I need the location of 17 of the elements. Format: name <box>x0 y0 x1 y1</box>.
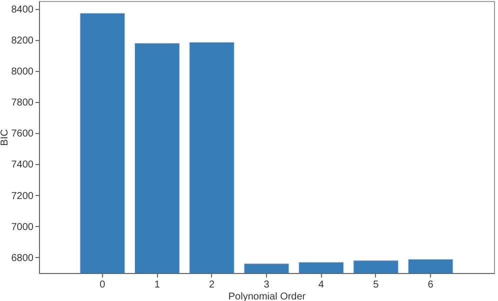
y-tick-label: 8200 <box>11 35 34 46</box>
x-tick-label: 6 <box>428 280 434 290</box>
y-tick-label: 8400 <box>11 4 34 16</box>
y-tick-label: 7400 <box>11 160 34 171</box>
y-tick-label: 7800 <box>11 98 34 109</box>
y-tick-label: 6800 <box>11 252 34 264</box>
x-tick-label: 0 <box>100 280 106 290</box>
y-axis-title: BIC <box>0 129 10 146</box>
y-tick-label: 7600 <box>11 128 34 140</box>
x-tick-label: 2 <box>209 280 216 290</box>
x-tick-label: 3 <box>264 280 270 290</box>
y-tick-label: 7000 <box>11 222 34 233</box>
y-tick-label: 8000 <box>11 66 34 78</box>
x-tick-label: 5 <box>373 280 380 290</box>
y-tick-label: 7200 <box>11 190 34 202</box>
x-tick-label: 4 <box>318 280 324 290</box>
x-tick-label: 1 <box>154 280 160 290</box>
